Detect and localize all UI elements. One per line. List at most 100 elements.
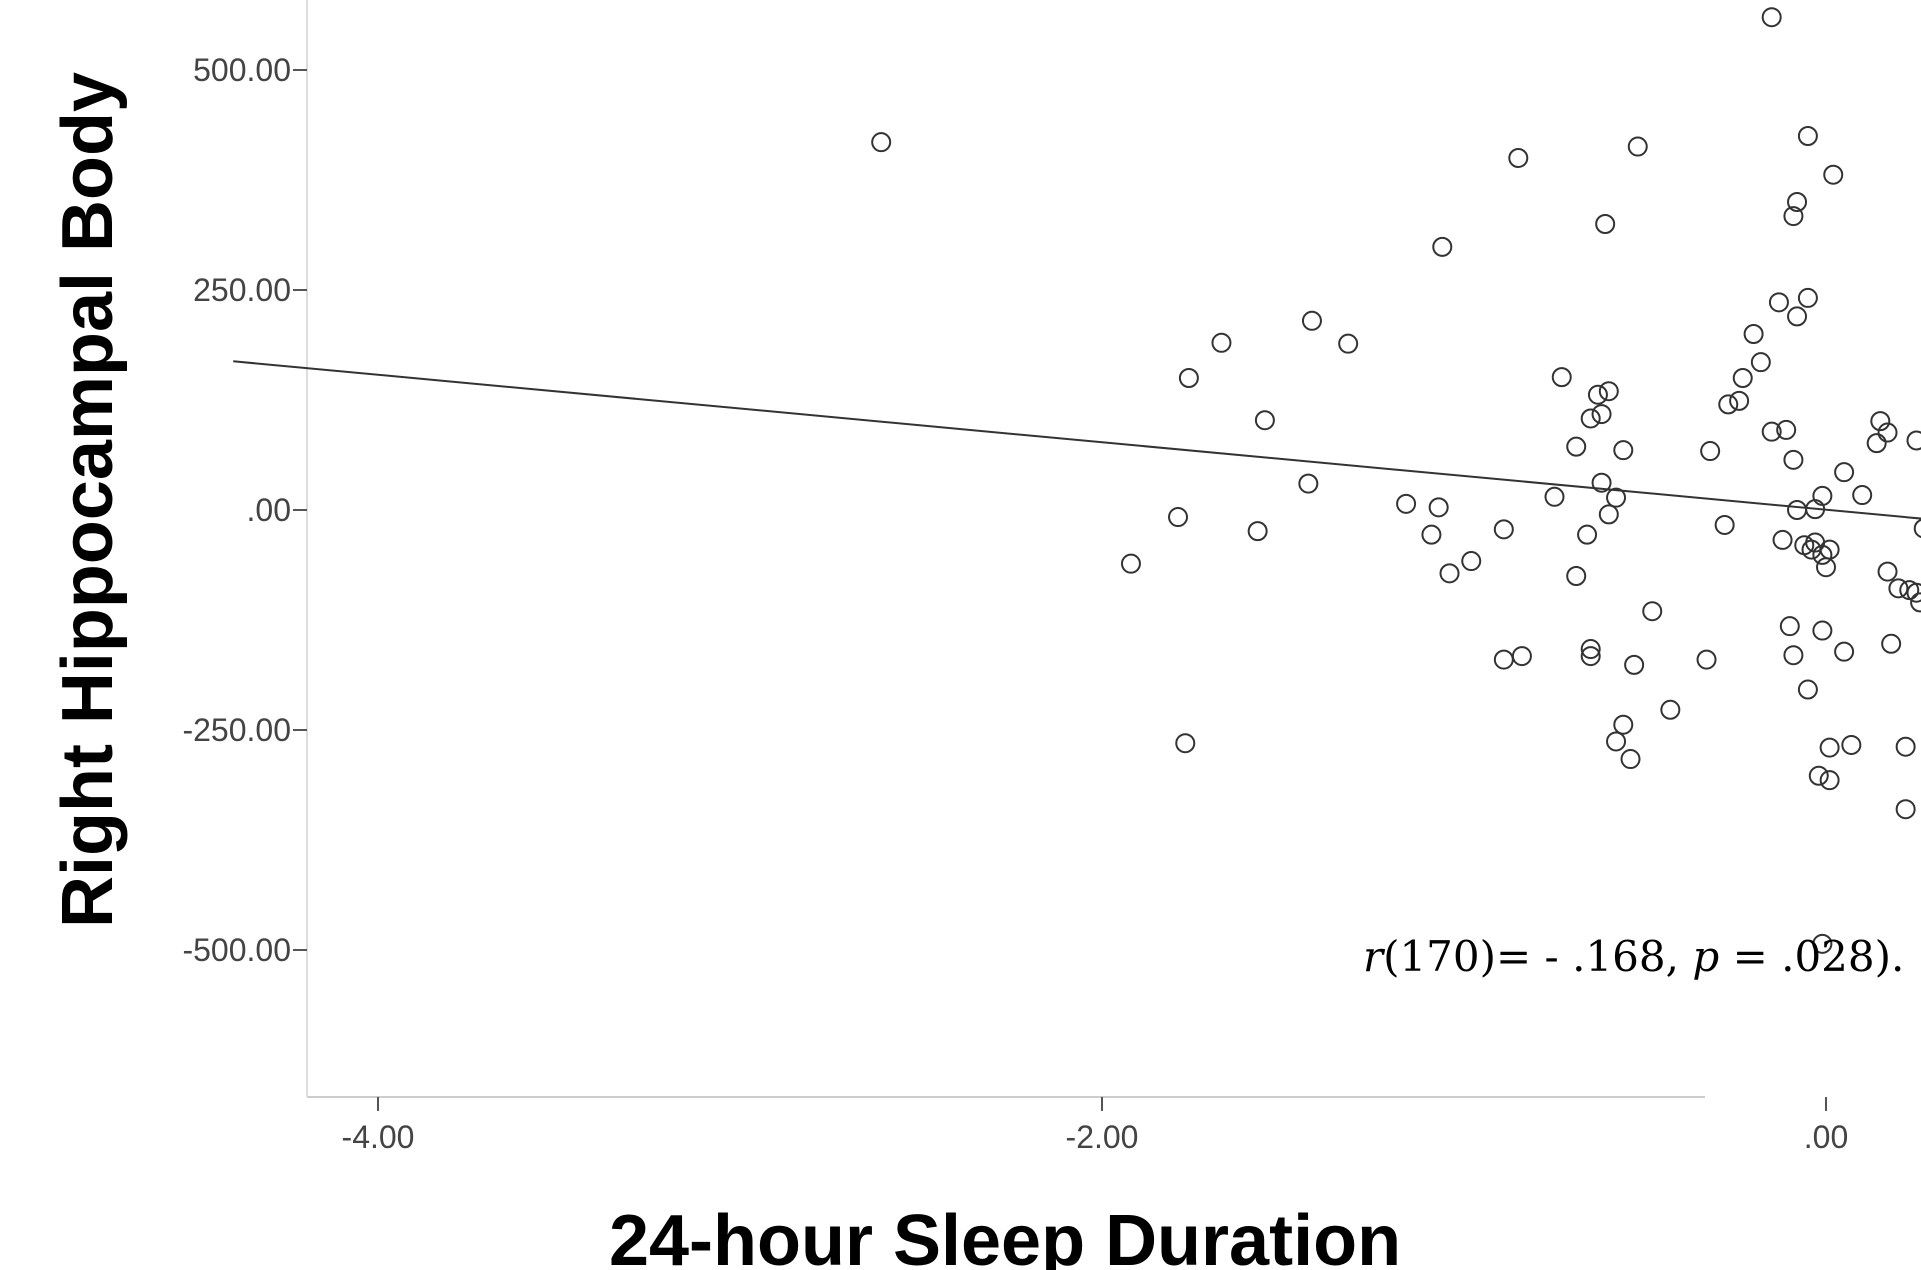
- data-point: [1761, 421, 1782, 442]
- data-point: [1301, 310, 1322, 331]
- data-point: [1598, 381, 1619, 402]
- data-point: [1620, 749, 1641, 770]
- data-point: [1816, 557, 1836, 578]
- data-point: [1544, 486, 1565, 507]
- data-point: [1877, 561, 1898, 582]
- data-point: [1566, 566, 1587, 586]
- data-point: [1254, 410, 1275, 431]
- data-point: [1852, 485, 1873, 506]
- data-point: [1881, 633, 1902, 654]
- data-point: [1783, 206, 1804, 227]
- data-point: [1120, 553, 1141, 574]
- data-point: [1812, 620, 1833, 641]
- data-point: [1812, 544, 1833, 565]
- x-tick-label: -2.00: [1066, 1119, 1139, 1155]
- data-point: [1421, 524, 1442, 545]
- data-point: [1493, 649, 1514, 670]
- data-point: [1906, 430, 1921, 451]
- data-point: [1613, 714, 1634, 735]
- data-point: [1338, 333, 1359, 354]
- data-point: [1772, 529, 1793, 550]
- r-symbol: r: [1363, 932, 1386, 981]
- data-point: [1797, 287, 1818, 308]
- data-point: [1606, 731, 1627, 752]
- data-point: [1595, 214, 1616, 234]
- data-point: [1178, 368, 1199, 388]
- data-point: [1812, 933, 1833, 954]
- data-point: [1587, 384, 1608, 405]
- data-point: [1627, 136, 1648, 157]
- data-point: [1714, 514, 1735, 535]
- data-point: [1819, 737, 1840, 758]
- data-point: [1732, 368, 1753, 388]
- data-point: [1175, 733, 1196, 754]
- data-point: [1779, 616, 1800, 637]
- data-point: [1551, 367, 1572, 388]
- x-tick-label: .00: [1804, 1119, 1848, 1155]
- data-point: [1591, 404, 1612, 425]
- p-text: = .028).: [1719, 932, 1904, 981]
- y-tick-label: -250.00: [182, 712, 291, 748]
- data-point: [1834, 462, 1855, 483]
- data-point: [1910, 592, 1921, 613]
- data-point: [1566, 436, 1587, 457]
- data-point: [1606, 487, 1627, 508]
- data-point: [1819, 770, 1840, 791]
- fit-line-layer: [233, 360, 1921, 520]
- p-symbol: p: [1692, 932, 1719, 981]
- data-point: [1750, 352, 1771, 373]
- data-point: [1624, 654, 1645, 675]
- regression-line: [233, 360, 1921, 520]
- data-point: [1396, 493, 1417, 514]
- data-point: [1696, 649, 1717, 670]
- data-point: [1580, 639, 1601, 660]
- data-point: [1787, 500, 1808, 520]
- data-point: [1783, 645, 1804, 666]
- data-point: [1913, 518, 1921, 539]
- data-point: [1580, 646, 1601, 667]
- data-point: [1906, 582, 1921, 603]
- data-point: [1211, 332, 1232, 353]
- data-point: [1870, 411, 1891, 432]
- x-tick-label: -4.00: [342, 1119, 415, 1155]
- data-point: [1797, 679, 1818, 700]
- data-point: [1298, 473, 1319, 494]
- x-axis: -4.00-2.00.002.00: [307, 1096, 1848, 1155]
- data-point: [1613, 440, 1634, 461]
- data-point: [1591, 472, 1612, 493]
- data-point: [1877, 422, 1898, 443]
- data-point: [1888, 578, 1909, 599]
- x-axis-title: 24-hour Sleep Duration: [609, 1201, 1401, 1270]
- data-point: [1768, 292, 1789, 313]
- data-point: [1743, 324, 1764, 344]
- data-point: [1761, 7, 1782, 28]
- data-point: [1428, 497, 1449, 518]
- data-point: [1461, 551, 1482, 572]
- data-point: [1787, 192, 1808, 212]
- data-point: [1808, 765, 1829, 786]
- data-point: [1787, 306, 1808, 327]
- data-points: [871, 7, 1921, 954]
- data-point: [1776, 419, 1797, 440]
- data-point: [1642, 601, 1663, 622]
- y-axis-title: Right Hippocampal Body: [48, 72, 128, 928]
- data-point: [1508, 148, 1529, 168]
- correlation-annotation: r(170)= - .168, p = .028).: [1363, 932, 1904, 981]
- data-point: [1729, 390, 1750, 411]
- data-point: [1598, 504, 1619, 525]
- data-point: [1493, 519, 1514, 540]
- data-point: [1834, 641, 1855, 662]
- data-point: [1511, 646, 1532, 667]
- data-point: [1577, 524, 1598, 545]
- data-point: [1700, 441, 1721, 462]
- data-point: [1247, 521, 1268, 542]
- r-text: (170)= - .168,: [1383, 932, 1692, 981]
- data-point: [1895, 736, 1916, 757]
- data-point: [1895, 799, 1916, 820]
- data-point: [1823, 164, 1844, 185]
- data-point: [1439, 563, 1460, 584]
- data-point: [1168, 507, 1189, 528]
- data-point: [1718, 394, 1739, 415]
- data-point: [1432, 236, 1453, 257]
